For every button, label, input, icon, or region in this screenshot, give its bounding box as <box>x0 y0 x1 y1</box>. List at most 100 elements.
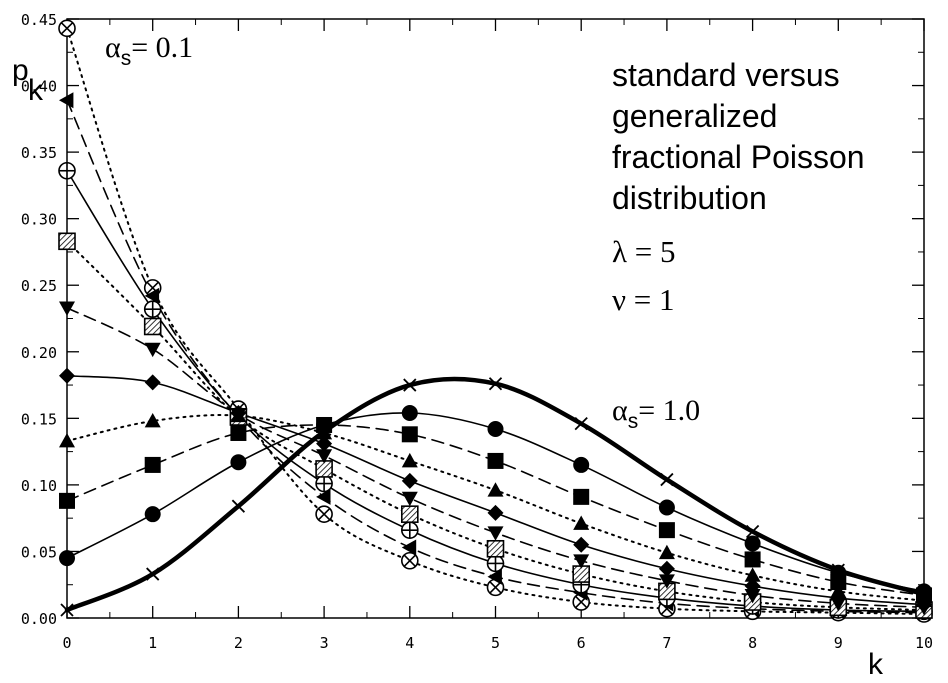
marker-cross <box>831 563 845 577</box>
marker-triangle-up <box>401 452 418 468</box>
nu-annotation: ν = 1 <box>612 282 675 317</box>
x-tick-label: 6 <box>577 634 586 652</box>
marker-square-hatched <box>143 317 162 336</box>
marker-triangle-down <box>658 574 675 589</box>
marker-circle-plus <box>58 161 76 180</box>
marker-diamond <box>144 374 161 391</box>
x-tick-label: 9 <box>834 634 843 652</box>
marker-circle-plus <box>315 474 333 493</box>
marker-cross <box>146 567 160 581</box>
series-markers <box>58 19 933 623</box>
series-lines <box>64 27 927 616</box>
marker-cross <box>231 499 246 513</box>
marker-circle <box>230 454 247 471</box>
y-axis-label-sub: k <box>28 74 44 107</box>
marker-circle <box>59 550 75 567</box>
x-tick-label: 8 <box>748 634 757 652</box>
description-line-4: distribution <box>612 180 767 216</box>
marker-square <box>658 522 675 539</box>
marker-triangle-left <box>401 539 417 556</box>
marker-triangle-down <box>744 588 761 604</box>
marker-circle <box>744 535 761 552</box>
marker-square-hatched <box>486 539 505 558</box>
marker-triangle-up <box>658 544 675 560</box>
alpha-top-symbol: α <box>105 31 121 64</box>
marker-triangle-left <box>59 92 74 109</box>
marker-square-hatched <box>400 505 419 523</box>
marker-triangle-up <box>487 482 504 497</box>
y-tick-label: 0.10 <box>21 477 57 495</box>
description-line-3: fractional Poisson <box>612 139 865 175</box>
marker-circle <box>487 420 504 437</box>
marker-triangle-down <box>316 449 333 464</box>
marker-triangle-up <box>830 583 847 598</box>
marker-square <box>401 426 418 443</box>
marker-cross <box>60 603 74 617</box>
series-line <box>66 27 925 616</box>
marker-square-hatched <box>58 232 76 251</box>
alpha-right-symbol: α <box>612 394 628 427</box>
x-tick-label: 7 <box>662 634 671 652</box>
marker-triangle-up <box>230 407 247 423</box>
marker-diamond <box>658 560 675 577</box>
marker-square <box>144 456 161 473</box>
marker-diamond <box>59 367 75 384</box>
marker-cross <box>917 587 931 601</box>
x-tick-label: 3 <box>320 634 329 652</box>
x-tick-label: 0 <box>62 634 71 652</box>
marker-triangle-down <box>487 526 504 541</box>
x-tick-label: 5 <box>491 634 500 652</box>
marker-triangle-left <box>316 488 331 505</box>
y-tick-label: 0.30 <box>21 211 57 229</box>
marker-triangle-left <box>144 287 160 304</box>
marker-circle <box>916 583 932 600</box>
marker-circle-x <box>315 505 333 523</box>
series-line <box>66 99 925 614</box>
series-markers-group <box>60 377 931 617</box>
alpha-top-value: = 0.1 <box>131 31 193 64</box>
marker-diamond <box>401 472 418 489</box>
marker-cross <box>317 425 331 439</box>
marker-circle-plus <box>486 554 505 573</box>
alpha-right-value: = 1.0 <box>638 394 700 427</box>
marker-square <box>573 488 590 505</box>
tick-labels: 0 1 2 3 4 5 6 7 8 9 10 0.00 0.05 0.10 0.15 0.20 0.25 0.30… <box>21 11 933 652</box>
marker-cross <box>574 417 588 431</box>
y-axis-label: p <box>12 54 29 87</box>
marker-triangle-down <box>573 554 590 569</box>
marker-triangle-down <box>401 491 418 507</box>
marker-triangle-up <box>573 515 590 530</box>
marker-square <box>487 452 504 469</box>
y-tick-label: 0.15 <box>21 410 57 428</box>
y-tick-label: 0.40 <box>21 78 57 96</box>
marker-cross <box>403 378 417 392</box>
marker-triangle-up <box>144 412 161 428</box>
marker-circle <box>658 499 675 516</box>
x-tick-label: 1 <box>148 634 157 652</box>
alpha-right-sub: s <box>628 410 639 433</box>
x-tick-label: 2 <box>234 634 243 652</box>
description-line-1: standard versus <box>612 57 840 93</box>
marker-circle <box>144 506 161 523</box>
series-line <box>66 169 925 613</box>
marker-diamond <box>316 435 333 452</box>
y-tick-label: 0.20 <box>21 344 57 362</box>
marker-cross <box>745 524 760 539</box>
marker-circle <box>316 416 333 433</box>
marker-circle <box>830 564 847 581</box>
y-tick-label: 0.35 <box>21 144 57 162</box>
alpha-top-annotation: αs= 0.1 <box>105 31 193 70</box>
marker-circle-plus <box>400 521 419 539</box>
x-tick-label: 10 <box>915 634 933 652</box>
marker-diamond <box>573 536 590 553</box>
marker-triangle-down <box>59 301 75 316</box>
marker-triangle-up <box>744 567 761 582</box>
marker-square <box>744 551 761 568</box>
marker-circle <box>401 405 418 422</box>
marker-circle <box>573 456 590 473</box>
y-tick-label: 0.45 <box>21 11 57 29</box>
series-markers-group <box>59 405 932 600</box>
marker-circle-x <box>400 551 419 570</box>
marker-square <box>59 492 75 509</box>
alpha-right-annotation: αs= 1.0 <box>612 394 700 433</box>
